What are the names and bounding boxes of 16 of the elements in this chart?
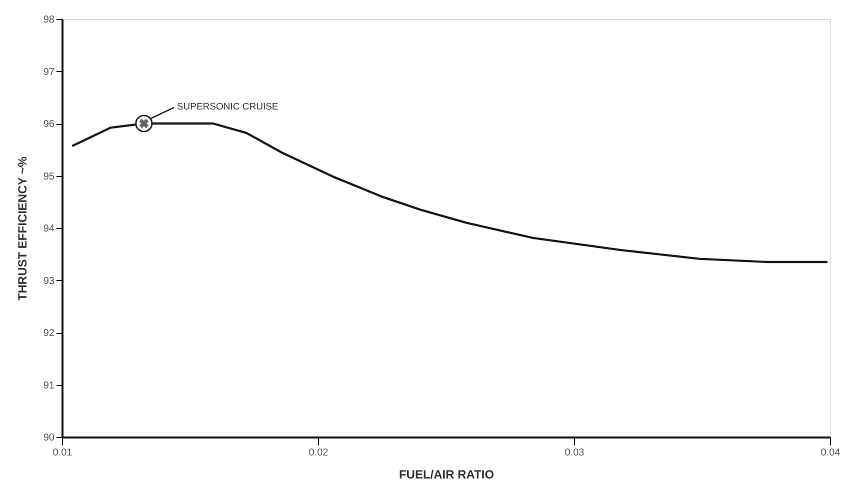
annotation: SUPERSONIC CRUISE: [176, 102, 278, 112]
y-axis-title: THRUST EFFICIENCY ~%: [15, 156, 30, 301]
y-tick-label: 93: [43, 276, 55, 287]
x-tick-label: 0.04: [820, 448, 841, 458]
x-tick-label: 0.01: [52, 448, 73, 458]
x-tick-label: 0.03: [564, 448, 585, 458]
y-tick-label: 91: [43, 380, 55, 392]
y-tick-label: 90: [43, 432, 55, 444]
y-tick-label: 92: [43, 328, 55, 339]
y-tick-label: 94: [43, 224, 55, 234]
y-tick-label: 97: [43, 66, 55, 78]
y-tick-label: 95: [43, 171, 55, 182]
x-tick-label: 0.02: [308, 448, 329, 458]
y-tick-label: 98: [43, 14, 55, 26]
x-axis-title: FUEL/AIR RATIO: [398, 468, 494, 482]
y-tick-label: 96: [43, 119, 55, 130]
